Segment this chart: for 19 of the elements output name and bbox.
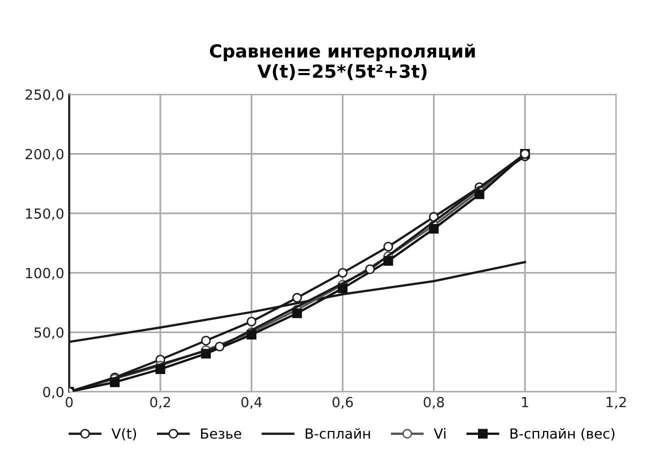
y-tick-label: 150,0 [26,208,64,220]
x-tick-label: 0,2 [150,396,170,409]
chart-title: Сравнение интерполяций V(t)=25*(5t²+3t) [210,44,475,80]
legend-label: Vi [434,428,446,439]
x-tick-label: 0,8 [424,396,444,409]
x-tick-label: 0,6 [332,396,353,409]
x-tick-label: 1 [522,397,528,408]
legend-label: Безье [201,428,242,439]
y-tick-label: 250,0 [26,89,64,102]
legend-label: V(t) [112,428,136,440]
legend-label: B-сплайн [306,428,370,439]
x-tick-label: 0 [66,396,73,408]
y-tick-label: 0,0 [43,386,64,399]
y-tick-label: 50,0 [34,327,64,340]
y-tick-label: 200,0 [26,148,64,161]
x-tick-label: 1,2 [606,396,626,409]
x-tick-label: 0,4 [241,396,262,409]
legend-label: B-сплайн (вес) [510,428,614,440]
y-tick-label: 100,0 [26,268,64,280]
